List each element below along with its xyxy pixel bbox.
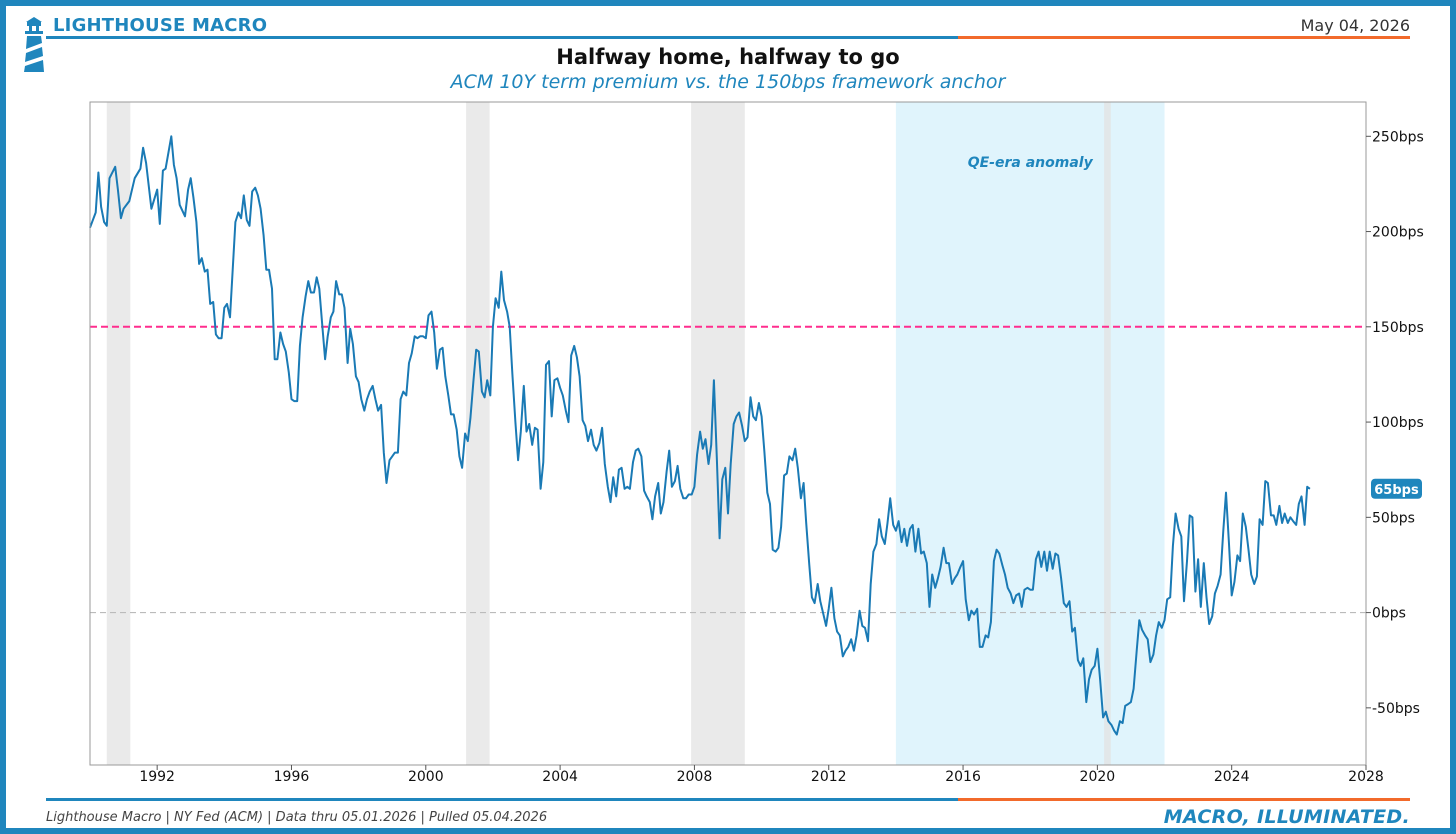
footer-rule [46, 798, 1410, 801]
x-tick-label: 2000 [408, 769, 444, 785]
last-value-badge [1371, 478, 1422, 499]
x-tick-label: 2020 [1080, 769, 1116, 785]
x-tick-label: 2008 [677, 769, 713, 785]
x-tick-label: 2004 [542, 769, 578, 785]
chart-title: Halfway home, halfway to go [556, 45, 900, 69]
recession-band [106, 102, 131, 765]
y-tick-label: 50bps [1372, 510, 1415, 526]
x-tick-label: 2028 [1348, 769, 1384, 785]
recession-band [466, 102, 490, 765]
y-tick-label: 150bps [1372, 320, 1424, 336]
x-tick-label: 2024 [1214, 769, 1250, 785]
y-tick-label: -50bps [1372, 701, 1420, 717]
recession-band [1104, 102, 1111, 765]
tagline: MACRO, ILLUMINATED. [1163, 806, 1410, 828]
x-tick-label: 2012 [811, 769, 847, 785]
report-date: May 04, 2026 [1300, 16, 1410, 35]
y-tick-label: 0bps [1372, 606, 1406, 622]
qe-era-label: QE-era anomaly [968, 155, 1094, 171]
chart-subtitle: ACM 10Y term premium vs. the 150bps fram… [450, 71, 1006, 93]
brand-name: LIGHTHOUSE MACRO [53, 15, 268, 36]
x-tick-label: 1992 [139, 769, 175, 785]
y-tick-label: 200bps [1372, 225, 1424, 241]
plot-frame [89, 101, 1367, 766]
source-note: Lighthouse Macro | NY Fed (ACM) | Data t… [46, 810, 548, 825]
term-premium-series-line [89, 135, 1311, 736]
y-tick-label: 100bps [1372, 415, 1424, 431]
lighthouse-logo-icon [24, 17, 44, 72]
last-value-label: 65bps [1374, 483, 1419, 498]
qe-era-band [895, 102, 1165, 765]
x-tick-label: 2016 [945, 769, 981, 785]
header-rule [46, 36, 1410, 39]
x-tick-label: 1996 [274, 769, 310, 785]
y-tick-label: 250bps [1372, 129, 1424, 145]
